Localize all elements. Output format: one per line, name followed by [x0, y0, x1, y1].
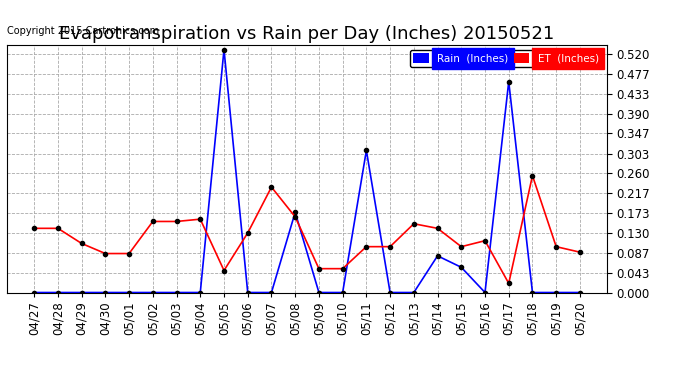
Title: Evapotranspiration vs Rain per Day (Inches) 20150521: Evapotranspiration vs Rain per Day (Inch…: [59, 26, 555, 44]
Text: Copyright 2015 Cartronics.com: Copyright 2015 Cartronics.com: [7, 26, 159, 36]
Legend: Rain  (Inches), ET  (Inches): Rain (Inches), ET (Inches): [411, 50, 602, 67]
